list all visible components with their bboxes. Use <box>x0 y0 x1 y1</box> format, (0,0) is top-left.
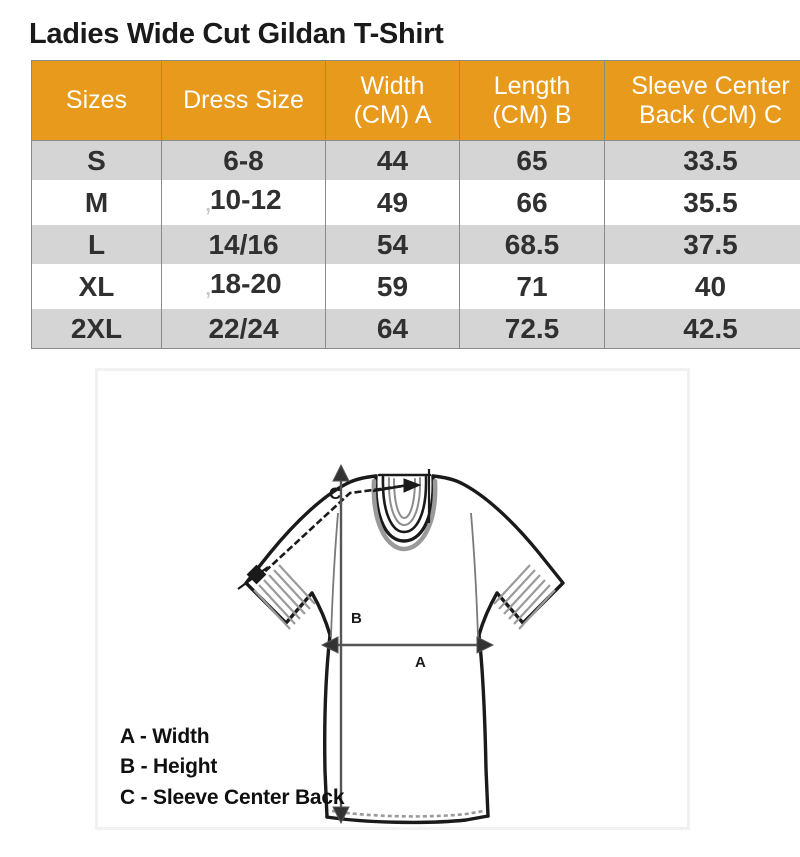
column-header-sizes: Sizes <box>31 60 162 141</box>
table-body: S 6-8 44 65 33.5 M ,10-12 49 66 35.5 L 1… <box>31 140 800 349</box>
table-row: S 6-8 44 65 33.5 <box>31 140 800 180</box>
cell-width: 64 <box>325 309 460 349</box>
table-row: 2XL 22/24 64 72.5 42.5 <box>31 309 800 349</box>
scan-artifact-icon: , <box>205 278 211 300</box>
cell-width: 54 <box>325 225 460 264</box>
marker-label-c: C <box>329 484 341 503</box>
table-header: Sizes Dress Size Width (CM) A Length (CM… <box>31 60 800 141</box>
shirt-seam-lines <box>330 512 479 638</box>
table-row: XL ,18-20 59 71 40 <box>31 264 800 309</box>
cell-length: 71 <box>459 264 605 309</box>
cell-dress-size-value: 10-12 <box>209 184 282 215</box>
header-line: (CM) B <box>492 100 572 129</box>
cell-length: 66 <box>459 180 605 225</box>
scan-artifact-icon: , <box>205 194 211 216</box>
page-title: Ladies Wide Cut Gildan T-Shirt <box>29 18 444 50</box>
marker-label-b: B <box>351 610 362 627</box>
header-line: Dress Size <box>183 86 304 115</box>
bottom-hem-ribbing <box>331 809 485 818</box>
cell-size: M <box>31 180 162 225</box>
column-header-width: Width (CM) A <box>325 60 460 141</box>
cell-length: 65 <box>459 140 605 180</box>
cell-dress-size: 22/24 <box>161 309 326 349</box>
cell-sleeve: 40 <box>604 264 800 309</box>
column-header-dress-size: Dress Size <box>161 60 326 141</box>
header-line: Width <box>360 71 425 100</box>
column-header-length: Length (CM) B <box>459 60 605 141</box>
cell-dress-size: ,18-20 <box>161 264 326 309</box>
header-line: Sleeve Center <box>631 71 790 100</box>
cell-dress-size-value: 14/16 <box>208 229 279 260</box>
column-header-sleeve-center-back: Sleeve Center Back (CM) C <box>604 60 800 141</box>
measure-width <box>320 636 495 654</box>
cell-dress-size: 6-8 <box>161 140 326 180</box>
cell-size: L <box>31 225 162 264</box>
table-row: M ,10-12 49 66 35.5 <box>31 180 800 225</box>
cell-size: XL <box>31 264 162 309</box>
cell-sleeve: 35.5 <box>604 180 800 225</box>
tshirt-diagram-icon: C B A <box>237 463 565 825</box>
cell-sleeve: 33.5 <box>604 140 800 180</box>
header-line: Length <box>493 71 571 100</box>
table-row: L 14/16 54 68.5 37.5 <box>31 225 800 264</box>
size-chart-table: Sizes Dress Size Width (CM) A Length (CM… <box>31 60 800 349</box>
cell-dress-size-value: 6-8 <box>223 145 264 176</box>
header-line: Back (CM) C <box>638 100 783 129</box>
cell-dress-size: ,10-12 <box>161 180 326 225</box>
header-line: Sizes <box>65 86 128 115</box>
cell-size: S <box>31 140 162 180</box>
collar-ribbing <box>371 473 438 552</box>
cell-length: 68.5 <box>459 225 605 264</box>
cell-width: 59 <box>325 264 460 309</box>
legend: A - Width B - Height C - Sleeve Center B… <box>120 722 345 813</box>
legend-item-b: B - Height <box>120 755 218 779</box>
cell-size: 2XL <box>31 309 162 349</box>
legend-item-c: C - Sleeve Center Back <box>120 785 345 809</box>
sleeve-cuff-ribbing <box>253 564 556 630</box>
cell-sleeve: 37.5 <box>604 225 800 264</box>
cell-dress-size-value: 18-20 <box>209 268 282 299</box>
cell-length: 72.5 <box>459 309 605 349</box>
cell-dress-size: 14/16 <box>161 225 326 264</box>
cell-dress-size-value: 22/24 <box>208 313 279 344</box>
cell-width: 49 <box>325 180 460 225</box>
header-row: Sizes Dress Size Width (CM) A Length (CM… <box>31 60 800 141</box>
measure-sleeve-center-back <box>237 469 431 590</box>
marker-label-a: A <box>415 654 426 671</box>
cell-sleeve: 42.5 <box>604 309 800 349</box>
header-line: (CM) A <box>353 100 432 129</box>
measurement-diagram-panel: C B A A - Width B - Height C - Sleeve Ce… <box>95 368 690 830</box>
legend-item-a: A - Width <box>120 724 210 748</box>
cell-width: 44 <box>325 140 460 180</box>
